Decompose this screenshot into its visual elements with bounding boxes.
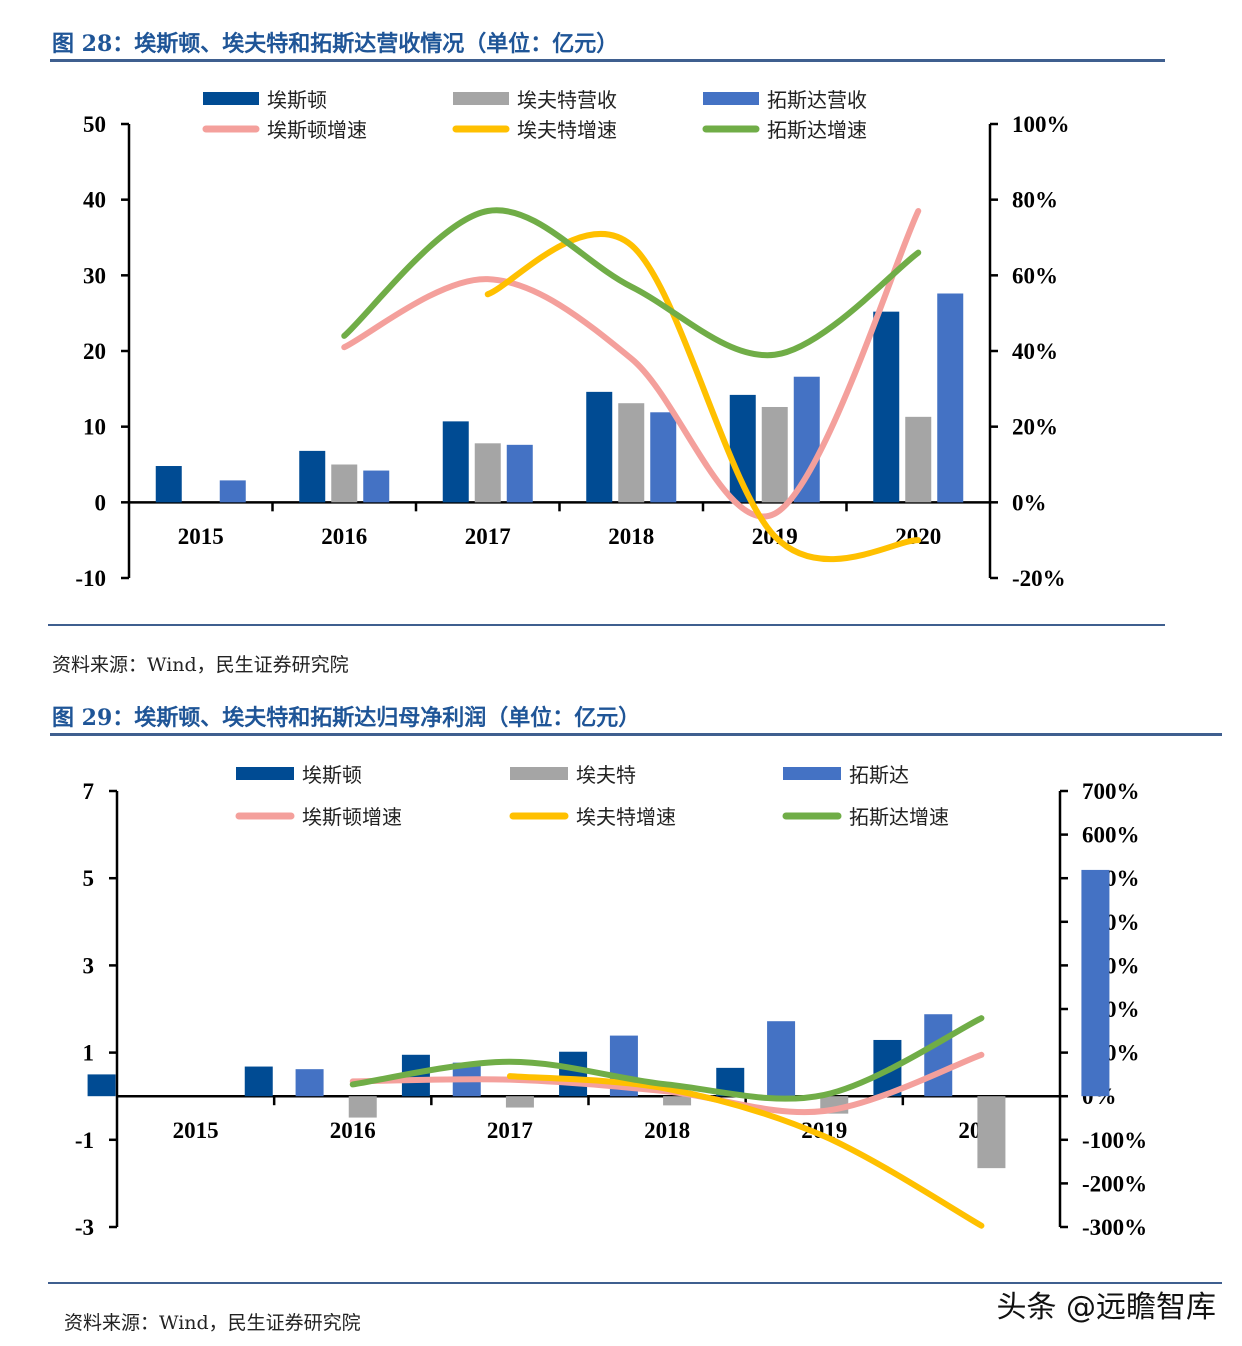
- right-axis-tick-label: -100%: [1082, 1128, 1147, 1153]
- bar-efort_bar: [977, 1096, 1006, 1169]
- line-topstar_line: [349, 1015, 985, 1102]
- legend-swatch-estun_bar: [236, 767, 294, 780]
- bar-topstar_bar: [937, 293, 964, 503]
- x-axis-tick-label: 2018: [644, 1118, 690, 1143]
- bar-estun_bar: [87, 1074, 116, 1097]
- bar-efort_bar: [331, 464, 358, 503]
- left-axis-tick-label: 0: [95, 490, 107, 515]
- bar-efort_bar: [505, 1096, 534, 1108]
- bar-topstar_bar: [219, 480, 246, 503]
- chart-net-profit: 7531-1-3700%600%500%400%300%200%100%0%-1…: [75, 763, 1147, 1240]
- legend-label: 埃夫特营收: [517, 88, 617, 112]
- right-axis-tick-label: 60%: [1012, 263, 1058, 288]
- legend-label: 埃斯顿: [267, 88, 327, 112]
- legend-label: 拓斯达增速: [849, 805, 949, 829]
- left-axis-tick-label: -3: [75, 1215, 94, 1240]
- line-topstar_line: [341, 207, 922, 359]
- x-axis-tick-label: 2017: [487, 1118, 533, 1143]
- bar-efort_bar: [905, 416, 932, 503]
- right-axis-tick-label: 40%: [1012, 339, 1058, 364]
- figure-28-bottom-rule: [48, 624, 1165, 626]
- bar-topstar_bar: [295, 1069, 324, 1097]
- figure-29-top-rule: [50, 733, 1222, 736]
- line-estun_line: [341, 208, 922, 520]
- legend-label: 拓斯达营收: [767, 88, 867, 112]
- legend-swatch-efort_bar: [453, 92, 509, 105]
- legend-label: 拓斯达: [849, 763, 909, 787]
- right-axis-tick-label: 600%: [1082, 823, 1140, 848]
- legend-swatch-efort_bar: [510, 767, 568, 780]
- left-axis-tick-label: 20: [83, 339, 106, 364]
- x-axis-tick-label: 2018: [608, 524, 654, 549]
- bar-estun_bar: [442, 421, 469, 503]
- bar-efort_bar: [348, 1096, 377, 1118]
- right-axis-tick-label: 0%: [1012, 490, 1047, 515]
- legend-label: 埃夫特增速: [517, 118, 617, 142]
- bar-estun_bar: [244, 1066, 273, 1097]
- left-axis-tick-label: 40: [83, 188, 106, 213]
- legend-label: 埃夫特: [576, 763, 636, 787]
- right-axis-tick-label: 20%: [1012, 415, 1058, 440]
- x-axis-tick-label: 2016: [330, 1118, 376, 1143]
- right-axis-tick-label: 100%: [1012, 112, 1070, 137]
- bar-topstar_bar: [767, 1021, 796, 1097]
- figure-28-top-rule: [50, 59, 1165, 62]
- bar-estun_bar: [155, 466, 182, 503]
- bar-efort_bar: [618, 403, 645, 503]
- x-axis-tick-label: 2016: [321, 524, 367, 549]
- x-axis-tick-label: 2017: [465, 524, 511, 549]
- x-axis-tick-label: 2015: [173, 1118, 219, 1143]
- bar-topstar_bar: [1081, 869, 1110, 1097]
- bar-topstar_bar: [793, 376, 820, 503]
- figure-29-source: 资料来源：Wind，民生证券研究院: [64, 1312, 361, 1334]
- line-efort_line: [506, 1073, 985, 1229]
- bar-estun_bar: [299, 450, 326, 503]
- left-axis-tick-label: 5: [83, 866, 95, 891]
- left-axis-tick-label: 1: [83, 1041, 95, 1066]
- left-axis-tick-label: 30: [83, 263, 106, 288]
- figure-28-source: 资料来源：Wind，民生证券研究院: [52, 654, 349, 676]
- figure-28-title: 图 28：埃斯顿、埃夫特和拓斯达营收情况（单位：亿元）: [52, 31, 619, 57]
- bar-topstar_bar: [924, 1014, 953, 1097]
- right-axis-tick-label: -300%: [1082, 1215, 1147, 1240]
- left-axis-tick-label: 7: [83, 779, 95, 804]
- bar-efort_bar: [474, 443, 501, 503]
- watermark: 头条 @远瞻智库: [996, 1290, 1216, 1325]
- left-axis-tick-label: 50: [83, 112, 106, 137]
- legend-swatch-topstar_bar: [703, 92, 759, 105]
- bar-topstar_bar: [506, 444, 533, 503]
- legend-label: 埃斯顿增速: [302, 805, 402, 829]
- x-axis-tick-label: 2015: [178, 524, 224, 549]
- bar-topstar_bar: [650, 412, 677, 503]
- bar-estun_bar: [873, 311, 900, 503]
- left-axis-tick-label: 3: [83, 953, 95, 978]
- right-axis-tick-label: 80%: [1012, 188, 1058, 213]
- chart-revenue: 50 40 30 20 10 0 -10 100% 80% 60% 40% 20% 0% -20% 2015…: [75, 88, 1070, 591]
- bar-efort_bar: [761, 406, 788, 503]
- bar-estun_bar: [559, 1051, 588, 1097]
- left-axis-tick-label: -1: [75, 1128, 94, 1153]
- right-axis-tick-label: -20%: [1012, 566, 1066, 591]
- bar-efort_bar: [663, 1096, 692, 1106]
- figure-29-bottom-rule: [48, 1282, 1222, 1284]
- legend-swatch-estun_bar: [203, 92, 259, 105]
- legend-swatch-topstar_bar: [783, 767, 841, 780]
- right-axis-tick-label: -200%: [1082, 1171, 1147, 1196]
- right-axis-tick-label: 700%: [1082, 779, 1140, 804]
- legend-label: 埃夫特增速: [576, 805, 676, 829]
- left-axis-tick-label: -10: [75, 566, 106, 591]
- bar-topstar_bar: [363, 470, 390, 503]
- figure-29-title: 图 29：埃斯顿、埃夫特和拓斯达归母净利润（单位：亿元）: [52, 705, 641, 731]
- legend-label: 埃斯顿: [302, 763, 362, 787]
- left-axis-tick-label: 10: [83, 415, 106, 440]
- line-efort_line: [484, 230, 922, 563]
- legend-label: 埃斯顿增速: [267, 118, 367, 142]
- bar-estun_bar: [586, 391, 613, 503]
- legend-label: 拓斯达增速: [767, 118, 867, 142]
